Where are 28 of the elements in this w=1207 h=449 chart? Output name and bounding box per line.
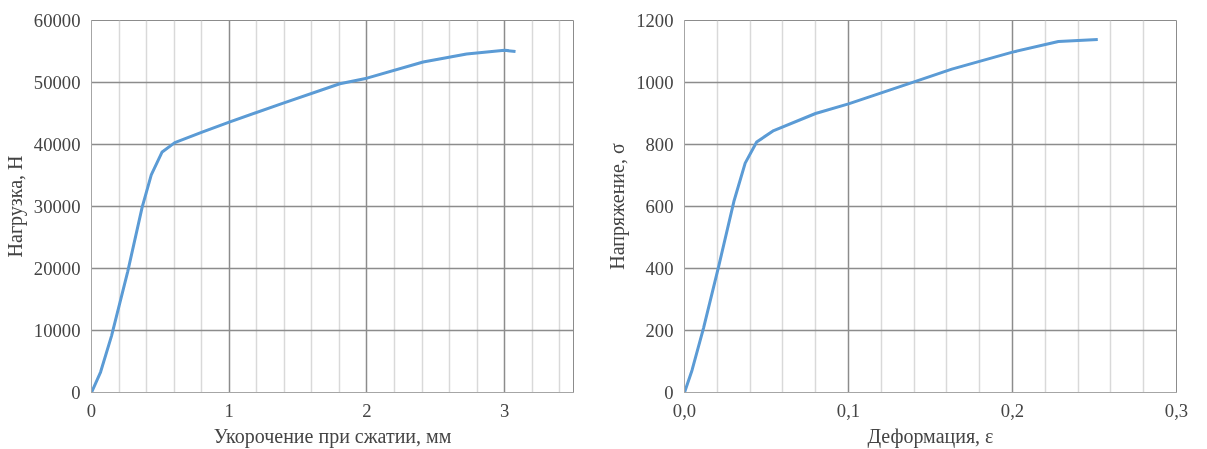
x-tick-label: 3: [499, 399, 510, 421]
y-tick-label: 1200: [636, 10, 674, 31]
y-tick-label: 50000: [33, 72, 81, 93]
y-tick-label: 600: [645, 196, 674, 217]
x-tick-label: 0,3: [1164, 399, 1189, 421]
line-series: [684, 37, 1100, 393]
x-tick-label: 2: [362, 399, 372, 421]
y-tick-label: 20000: [33, 258, 81, 279]
y-tick-label: 400: [645, 258, 674, 279]
y-tick-label: 800: [645, 134, 674, 155]
y-tick-label: 60000: [33, 10, 81, 31]
line-series: [91, 48, 518, 393]
x-tick-label: 0,1: [836, 399, 861, 421]
x-tick-label: 1: [224, 399, 234, 421]
y-tick-label: 0: [71, 382, 81, 403]
y-tick-label: 200: [645, 320, 674, 341]
x-tick-label: 0,0: [672, 399, 697, 421]
y-axis-title: Нагрузка, Н: [3, 155, 27, 258]
y-tick-label: 30000: [33, 196, 81, 217]
x-tick-label: 0,2: [1000, 399, 1025, 421]
y-tick-label: 10000: [33, 320, 81, 341]
y-axis-title: Напряжение, σ: [606, 143, 630, 270]
y-tick-label: 0: [664, 382, 674, 403]
x-tick-label: 0: [86, 399, 97, 421]
y-tick-label: 40000: [33, 134, 81, 155]
x-axis-title: Деформация, ε: [867, 424, 994, 448]
y-tick-label: 1000: [636, 72, 674, 93]
x-axis-title: Укорочение при сжатии, мм: [213, 424, 452, 448]
